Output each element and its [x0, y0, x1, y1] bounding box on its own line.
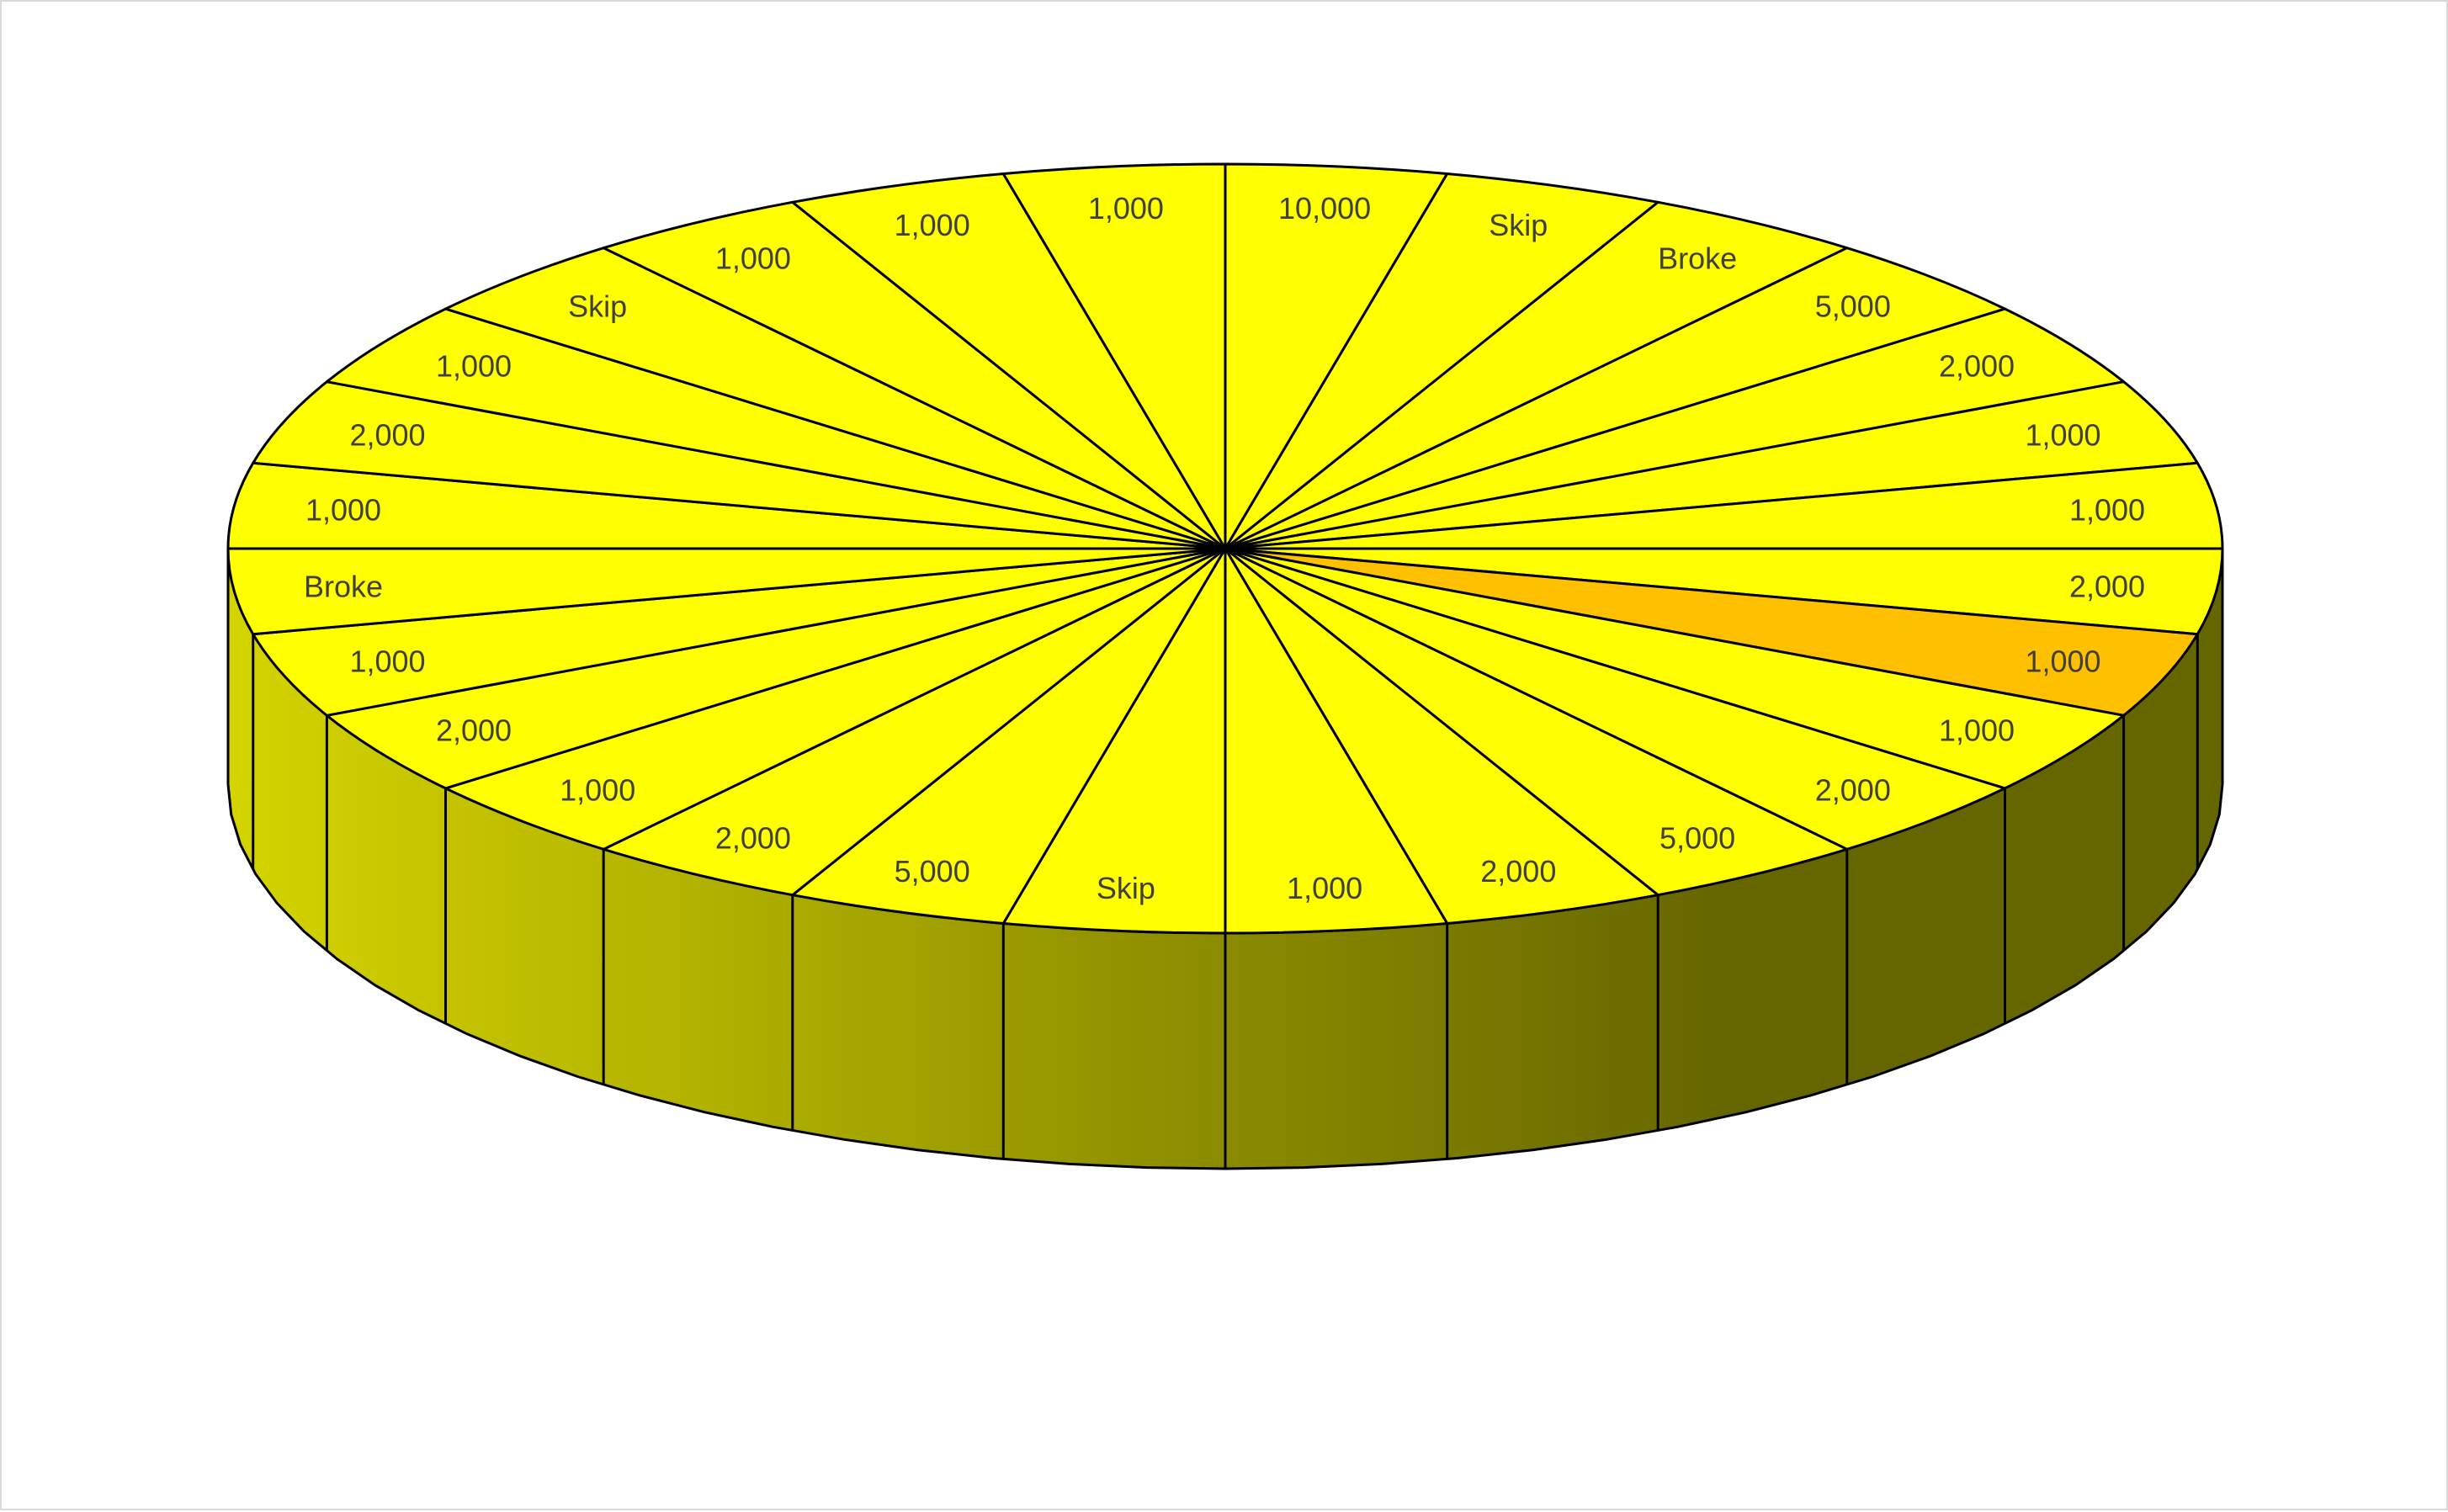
slice-label-15: 5,000 [895, 854, 970, 889]
slice-label-25: 1,000 [715, 241, 791, 276]
slice-label-8: 1,000 [2025, 644, 2100, 678]
slice-label-9: 1,000 [1939, 713, 2015, 747]
pie-slice-5 [1224, 380, 2199, 550]
slice-label-21: 1,000 [305, 493, 381, 528]
slice-label-16: 2,000 [715, 820, 791, 855]
pie-slice-27 [1001, 162, 1227, 550]
slice-label-13: 1,000 [1287, 871, 1362, 905]
pie-slice-26 [791, 172, 1227, 550]
pie-slice-12 [1224, 547, 1659, 925]
slice-label-6: 1,000 [2069, 493, 2145, 528]
pie-slice-19 [252, 547, 1227, 717]
slice-label-22: 2,000 [349, 418, 425, 453]
pie-slice-23 [325, 307, 1227, 550]
slice-label-24: Skip [568, 289, 627, 323]
pie-slice-8 [1224, 547, 2199, 717]
pie-slice-20 [226, 547, 1227, 636]
slice-label-19: 1,000 [349, 644, 425, 678]
slice-label-4: 2,000 [1939, 349, 2015, 384]
slice-label-7: 2,000 [2069, 570, 2145, 604]
slice-label-2: Broke [1658, 241, 1737, 276]
pie-slice-10 [1224, 547, 2006, 851]
pie-slice-22 [252, 380, 1227, 550]
pie-slice-17 [444, 547, 1227, 851]
slice-label-0: 10,000 [1278, 191, 1371, 225]
slice-label-1: Skip [1489, 208, 1548, 242]
pie-slice-2 [1224, 200, 1849, 550]
slice-label-5: 1,000 [2025, 418, 2100, 453]
pie-slice-1 [1224, 172, 1659, 550]
pie-slice-4 [1224, 307, 2126, 550]
slice-label-26: 1,000 [895, 208, 970, 242]
slice-label-11: 5,000 [1659, 820, 1735, 855]
pie-slice-3 [1224, 247, 2006, 550]
slice-label-18: 2,000 [436, 713, 512, 747]
pie-slice-16 [602, 547, 1227, 897]
pie-slice-11 [1224, 547, 1849, 897]
pie-slice-6 [1224, 461, 2224, 550]
slice-label-12: 2,000 [1480, 854, 1556, 889]
slice-label-17: 1,000 [560, 773, 635, 808]
pie-slice-9 [1224, 547, 2126, 790]
pie-slice-13 [1224, 547, 1449, 935]
slice-label-27: 1,000 [1088, 191, 1164, 225]
slice-label-3: 5,000 [1815, 289, 1891, 323]
pie-slice-18 [325, 547, 1227, 790]
pie-slice-25 [602, 200, 1227, 550]
pie-slice-24 [444, 247, 1227, 550]
pie-top [226, 162, 2224, 935]
slice-label-23: 1,000 [436, 349, 512, 384]
slice-label-10: 2,000 [1815, 773, 1891, 808]
slice-labels: 10,000 Skip Broke 5,000 2,000 1,000 1,000 2,000… [304, 191, 2145, 905]
slice-label-14: Skip [1097, 871, 1155, 905]
slice-label-20: Broke [304, 570, 383, 604]
pie-slice-15 [791, 547, 1227, 925]
